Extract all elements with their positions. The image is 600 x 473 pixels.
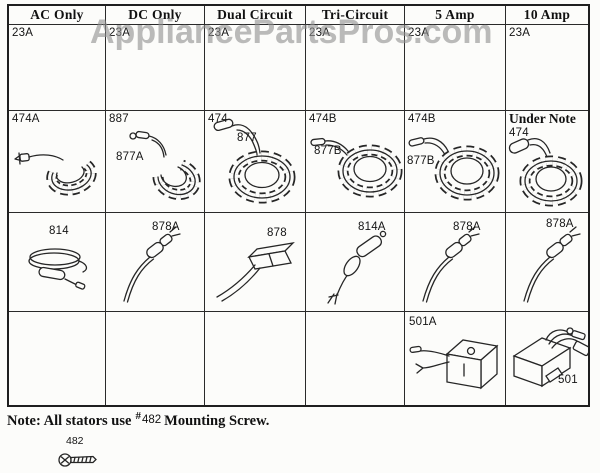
grid-cell-harness-tri: 814A [306,213,405,312]
part-label: 877A [116,151,144,163]
part-label: 23A [509,27,531,39]
stator-horseshoe-icon [14,152,97,196]
grid-cell-flywheel-10amp: 23A [506,25,588,111]
part-label: 877 [237,132,257,144]
footnote: Note: All stators use #482 Mounting Screw. [7,410,269,430]
part-label: 878 [267,227,287,239]
grid-cell-stator-tri: 474B 877B [306,111,405,213]
grid-cell-stator-10amp: Under Note 474 [506,111,588,213]
under-note-label: Under Note [509,111,576,126]
grid-cell-module-5amp: 501A [405,312,506,405]
column-header-dc-only: DC Only [106,6,205,25]
grid-cell-stator-dc: 887 877A [106,111,205,213]
part-label: 474A [12,113,40,125]
regulator-module-icon [409,339,499,390]
part-label: 877B [407,155,435,167]
parts-grid: AC Only DC Only Dual Circuit Tri-Circuit… [7,4,590,407]
stator-ring-icon [508,138,583,207]
stator-ring-icon [310,137,403,198]
column-header-10-amp: 10 Amp [506,6,588,25]
grid-cell-stator-ac: 474A [9,111,106,213]
footnote-text: Note: All stators use [7,413,132,429]
grid-cell-harness-5amp: 878A [405,213,506,312]
column-header-ac-only: AC Only [9,6,106,25]
mounting-screw-figure: 482 [57,431,101,470]
wire-connector-icon [123,226,181,303]
wire-connector-icon [523,226,581,303]
part-label: 23A [208,27,230,39]
part-label: 877B [314,145,342,157]
part-label: 474 [208,113,228,125]
grid-cell-harness-dc: 878A [106,213,205,312]
stator-horseshoe-icon [129,130,201,200]
grid-cell-flywheel-ac: 23A [9,25,106,111]
grid-cell-stator-5amp: 474B 877B [405,111,506,213]
wire-cylinder-connector-icon [327,230,387,305]
grid-cell-flywheel-tri: 23A [306,25,405,111]
part-label: 23A [408,27,430,39]
column-header-5-amp: 5 Amp [405,6,506,25]
grid-cell-harness-dual: 878 [205,213,306,312]
screw-part-label: 482 [66,435,84,447]
part-label: 887 [109,113,129,125]
grid-cell-harness-10amp: 878A [506,213,588,312]
grid-cell-stator-dual: 474 877 [205,111,306,213]
footnote-text-suffix: Mounting Screw. [164,413,270,429]
part-label: 878A [546,218,574,230]
column-header-tri-circuit: Tri-Circuit [306,6,405,25]
part-label: 501A [409,316,437,328]
stator-ring-icon [213,118,296,204]
grid-cell-flywheel-5amp: 23A [405,25,506,111]
part-label: 878A [152,221,180,233]
wire-connector-icon [422,226,480,303]
grid-cell-flywheel-dc: 23A [106,25,205,111]
part-label: 814 [49,225,69,237]
stator-ring-icon [408,137,500,201]
two-wire-plug-icon [216,242,295,302]
part-label: 23A [309,27,331,39]
grid-cell-harness-ac: 814 [9,213,106,312]
grid-cell-module-ac [9,312,106,405]
grid-cell-module-dc [106,312,205,405]
part-label: 474 [509,127,529,139]
hash-symbol: # [135,410,141,422]
footnote-part-number: 482 [141,414,162,426]
part-label: 878A [453,221,481,233]
column-header-dual-circuit: Dual Circuit [205,6,306,25]
screw-icon [58,453,97,467]
grid-cell-flywheel-dual: 23A [205,25,306,111]
part-label: 23A [12,27,34,39]
part-label: 814A [358,221,386,233]
part-label: 23A [109,27,131,39]
grid-cell-module-dual [205,312,306,405]
grid-cell-module-tri [306,312,405,405]
part-label: 501 [558,374,578,386]
regulator-module-icon [512,327,588,388]
grid-cell-module-10amp: 501 [506,312,588,405]
part-label: 474B [408,113,436,125]
part-label: 474B [309,113,337,125]
coiled-wire-icon [28,248,88,290]
